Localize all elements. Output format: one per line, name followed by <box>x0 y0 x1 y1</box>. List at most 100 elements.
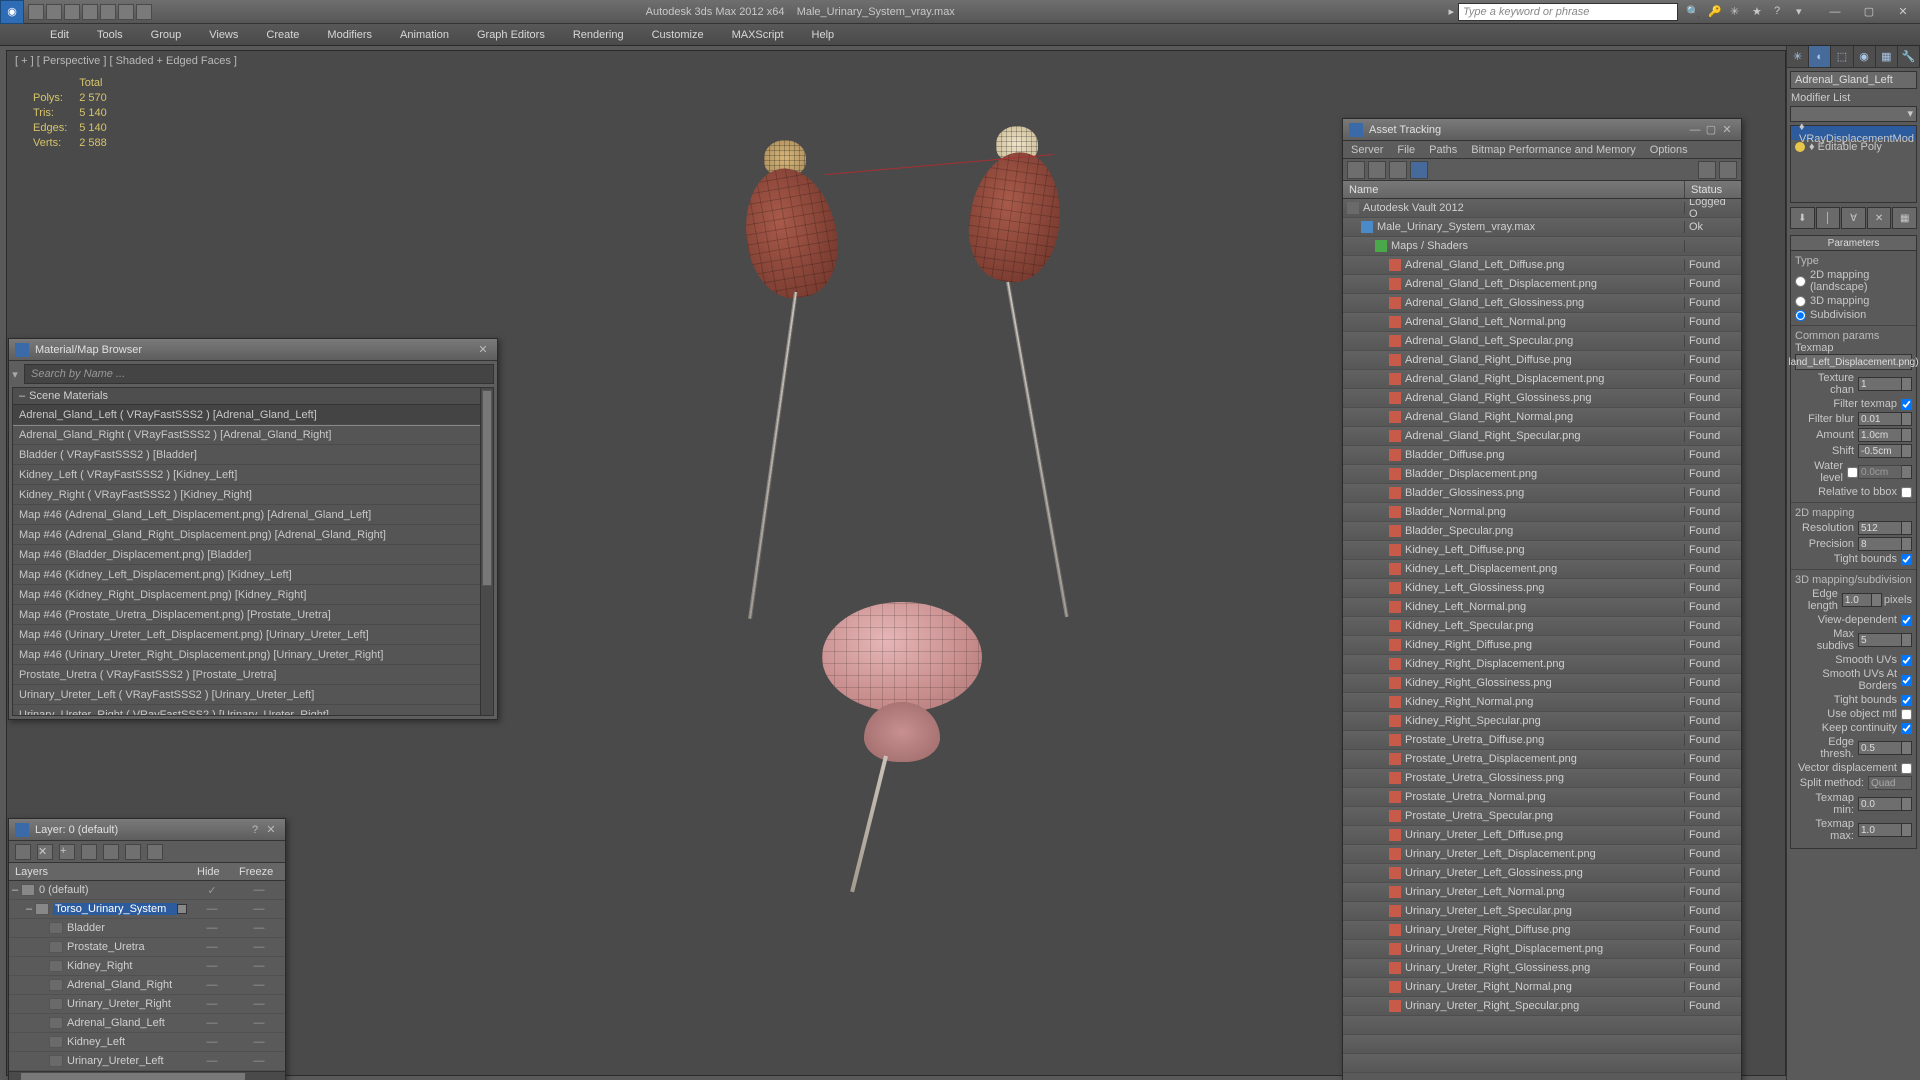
type-radio[interactable]: 3D mapping <box>1795 295 1912 307</box>
modifier-stack-item[interactable]: ♦ VRayDisplacementMod <box>1791 126 1916 140</box>
asset-menu-item[interactable]: File <box>1397 144 1415 156</box>
maximize-button[interactable]: ▢ <box>1852 0 1886 24</box>
asset-row[interactable]: Adrenal_Gland_Right_Displacement.pngFoun… <box>1343 370 1741 389</box>
utilities-tab[interactable]: 🔧 <box>1898 46 1920 67</box>
asset-row[interactable]: Autodesk Vault 2012Logged O <box>1343 199 1741 218</box>
qat-icon[interactable] <box>118 4 134 20</box>
tight3d-check[interactable] <box>1901 695 1912 706</box>
menu-graph-editors[interactable]: Graph Editors <box>463 24 559 46</box>
col-hide[interactable]: Hide <box>191 863 233 880</box>
prec-spinner[interactable]: 8 <box>1858 537 1902 551</box>
menu-customize[interactable]: Customize <box>638 24 718 46</box>
col-layers[interactable]: Layers <box>9 863 191 880</box>
asset-tb-icon[interactable] <box>1368 161 1386 179</box>
help-icon[interactable]: ? <box>247 824 263 836</box>
texmax-spinner[interactable]: 1.0 <box>1858 823 1902 837</box>
qat-icon[interactable] <box>136 4 152 20</box>
search-chevron-icon[interactable]: ▸ <box>1448 5 1454 18</box>
menu-rendering[interactable]: Rendering <box>559 24 638 46</box>
layer-row[interactable]: Urinary_Ureter_Left—— <box>9 1052 285 1071</box>
asset-row[interactable]: Urinary_Ureter_Right_Glossiness.pngFound <box>1343 959 1741 978</box>
asset-row[interactable]: Bladder_Specular.pngFound <box>1343 522 1741 541</box>
layer-row[interactable]: Adrenal_Gland_Left—— <box>9 1014 285 1033</box>
search-input[interactable]: Type a keyword or phrase <box>1458 3 1678 21</box>
type-radio[interactable]: 2D mapping (landscape) <box>1795 269 1912 293</box>
show-end-icon[interactable]: │ <box>1816 207 1841 229</box>
material-item[interactable]: Map #46 (Bladder_Displacement.png) [Blad… <box>13 545 493 565</box>
smoothuvb-check[interactable] <box>1901 675 1912 686</box>
create-tab[interactable]: ✳ <box>1787 46 1809 67</box>
material-item[interactable]: Kidney_Right ( VRayFastSSS2 ) [Kidney_Ri… <box>13 485 493 505</box>
dropdown-icon[interactable]: ▾ <box>1796 5 1810 19</box>
asset-row[interactable]: Urinary_Ureter_Left_Normal.pngFound <box>1343 883 1741 902</box>
col-status[interactable]: Status <box>1685 181 1741 198</box>
maxsub-spinner[interactable]: 5 <box>1858 633 1902 647</box>
spinner-btn[interactable] <box>1902 521 1912 535</box>
material-item[interactable]: Map #46 (Kidney_Left_Displacement.png) [… <box>13 565 493 585</box>
menu-help[interactable]: Help <box>798 24 849 46</box>
spinner-btn[interactable] <box>1902 633 1912 647</box>
asset-row[interactable]: Urinary_Ureter_Left_Displacement.pngFoun… <box>1343 845 1741 864</box>
asset-tb-icon[interactable] <box>1389 161 1407 179</box>
texmin-spinner[interactable]: 0.0 <box>1858 797 1902 811</box>
material-item[interactable]: Map #46 (Kidney_Right_Displacement.png) … <box>13 585 493 605</box>
asset-row[interactable]: Urinary_Ureter_Right_Diffuse.pngFound <box>1343 921 1741 940</box>
asset-row[interactable]: Adrenal_Gland_Right_Glossiness.pngFound <box>1343 389 1741 408</box>
app-menu-button[interactable]: ◉ <box>0 0 24 24</box>
modifier-stack[interactable]: ♦ VRayDisplacementMod♦ Editable Poly <box>1790 125 1917 203</box>
asset-row[interactable]: Kidney_Right_Normal.pngFound <box>1343 693 1741 712</box>
material-item[interactable]: Map #46 (Adrenal_Gland_Left_Displacement… <box>13 505 493 525</box>
asset-row[interactable]: Maps / Shaders <box>1343 237 1741 256</box>
asset-row[interactable]: Adrenal_Gland_Right_Diffuse.pngFound <box>1343 351 1741 370</box>
material-item[interactable]: Adrenal_Gland_Right ( VRayFastSSS2 ) [Ad… <box>13 425 493 445</box>
highlight-icon[interactable] <box>103 844 119 860</box>
filter-blur-spinner[interactable]: 0.01 <box>1858 412 1902 426</box>
spinner-btn[interactable] <box>1902 797 1912 811</box>
select-layer-icon[interactable] <box>81 844 97 860</box>
material-item[interactable]: Map #46 (Adrenal_Gland_Right_Displacemen… <box>13 525 493 545</box>
layer-row[interactable]: Adrenal_Gland_Right—— <box>9 976 285 995</box>
asset-row[interactable]: Urinary_Ureter_Right_Specular.pngFound <box>1343 997 1741 1016</box>
asset-row[interactable]: Prostate_Uretra_Displacement.pngFound <box>1343 750 1741 769</box>
water-spinner[interactable]: 0.0cm <box>1858 465 1902 479</box>
new-layer-icon[interactable] <box>15 844 31 860</box>
spinner-btn[interactable] <box>1902 823 1912 837</box>
help-icon[interactable]: ? <box>1774 5 1788 19</box>
asset-menu-item[interactable]: Bitmap Performance and Memory <box>1471 144 1635 156</box>
type-radio[interactable]: Subdivision <box>1795 309 1912 321</box>
object-name-field[interactable]: Adrenal_Gland_Left <box>1790 71 1917 89</box>
spinner-btn[interactable] <box>1902 741 1912 755</box>
menu-tools[interactable]: Tools <box>83 24 137 46</box>
qat-icon[interactable] <box>46 4 62 20</box>
asset-row[interactable]: Urinary_Ureter_Right_Normal.pngFound <box>1343 978 1741 997</box>
spinner-btn[interactable] <box>1902 444 1912 458</box>
asset-row[interactable]: Bladder_Glossiness.pngFound <box>1343 484 1741 503</box>
menu-views[interactable]: Views <box>195 24 252 46</box>
menu-edit[interactable]: Edit <box>36 24 83 46</box>
close-icon[interactable]: ✕ <box>475 343 491 356</box>
qat-icon[interactable] <box>28 4 44 20</box>
asset-row[interactable]: Bladder_Displacement.pngFound <box>1343 465 1741 484</box>
smoothuv-check[interactable] <box>1901 655 1912 666</box>
asset-row[interactable]: Kidney_Right_Diffuse.pngFound <box>1343 636 1741 655</box>
qat-icon[interactable] <box>100 4 116 20</box>
amount-spinner[interactable]: 1.0cm <box>1858 428 1902 442</box>
key-icon[interactable]: 🔑 <box>1708 5 1722 19</box>
layer-row[interactable]: Kidney_Left—— <box>9 1033 285 1052</box>
rollout-parameters-hdr[interactable]: Parameters <box>1790 235 1917 251</box>
asset-row[interactable]: Kidney_Left_Displacement.pngFound <box>1343 560 1741 579</box>
add-to-layer-icon[interactable]: + <box>59 844 75 860</box>
asset-row[interactable]: Prostate_Uretra_Specular.pngFound <box>1343 807 1741 826</box>
asset-row[interactable]: Prostate_Uretra_Normal.pngFound <box>1343 788 1741 807</box>
minimize-button[interactable]: — <box>1818 0 1852 24</box>
asset-row[interactable]: Kidney_Right_Specular.pngFound <box>1343 712 1741 731</box>
material-item[interactable]: Urinary_Ureter_Right ( VRayFastSSS2 ) [U… <box>13 705 493 715</box>
scrollbar-h[interactable] <box>9 1071 285 1080</box>
asset-row[interactable]: Bladder_Normal.pngFound <box>1343 503 1741 522</box>
close-icon[interactable]: ✕ <box>1719 123 1735 136</box>
rel-bbox-check[interactable] <box>1901 487 1912 498</box>
asset-row[interactable]: Adrenal_Gland_Left_Diffuse.pngFound <box>1343 256 1741 275</box>
res-spinner[interactable]: 512 <box>1858 521 1902 535</box>
asset-row[interactable]: Adrenal_Gland_Right_Normal.pngFound <box>1343 408 1741 427</box>
material-item[interactable]: Kidney_Left ( VRayFastSSS2 ) [Kidney_Lef… <box>13 465 493 485</box>
